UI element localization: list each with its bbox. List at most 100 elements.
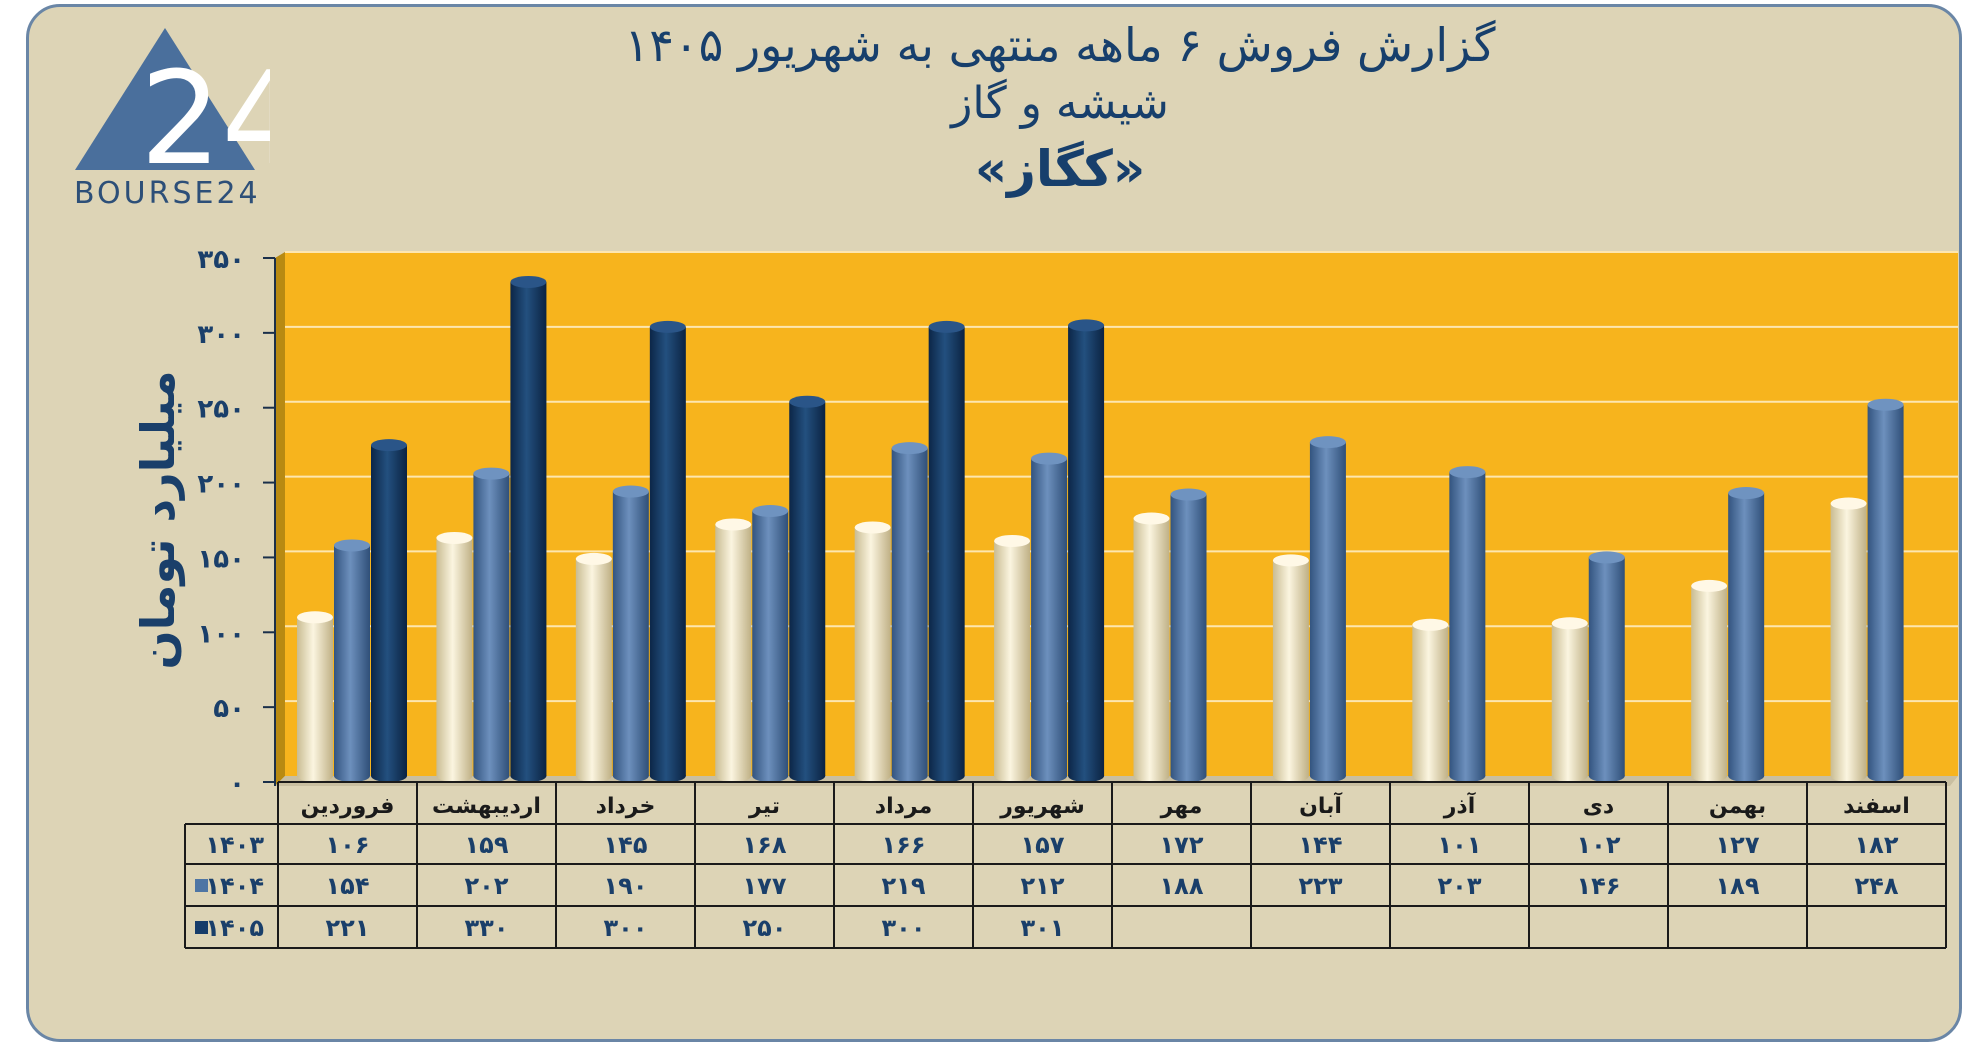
bar-cap xyxy=(1551,617,1588,630)
data-label: ۱۵۷ xyxy=(1021,831,1065,859)
bar-base xyxy=(473,770,510,782)
data-label: ۱۰۱ xyxy=(1438,831,1482,859)
bar-body xyxy=(473,473,510,776)
bar-base xyxy=(1272,770,1309,782)
bar-cap xyxy=(994,534,1031,547)
legend-swatch-۱۴۰۴ xyxy=(195,879,208,892)
bar-body xyxy=(510,281,547,776)
bar-۱۴۰۳-آذر xyxy=(1412,618,1449,782)
bar-۱۴۰۴-شهریور xyxy=(1031,452,1068,782)
bar-base xyxy=(575,770,612,782)
bar-body xyxy=(994,540,1031,776)
bar-body xyxy=(371,445,407,776)
bar-body xyxy=(789,401,826,776)
bar-body xyxy=(1691,585,1728,776)
y-tick-label: ۳۵۰ xyxy=(197,245,245,275)
bar-cap xyxy=(928,320,965,333)
bar-cap xyxy=(1449,466,1486,479)
data-label: ۲۰۳ xyxy=(1438,872,1482,900)
bar-cap xyxy=(891,442,928,455)
bar-base xyxy=(715,770,752,782)
category-label: بهمن xyxy=(1709,794,1766,819)
category-label: شهریور xyxy=(999,794,1085,819)
company-symbol: «کگاز» xyxy=(974,140,1146,198)
y-tick-label: ۰ xyxy=(229,769,245,799)
bar-cap xyxy=(1170,488,1207,501)
bar-base xyxy=(1068,770,1105,782)
bar-۱۴۰۵-شهریور xyxy=(1068,319,1105,782)
data-label: ۱۰۲ xyxy=(1577,831,1621,859)
bar-base xyxy=(297,770,333,782)
bar-body xyxy=(854,527,891,776)
bar-۱۴۰۳-شهریور xyxy=(994,534,1031,782)
data-label: ۲۴۸ xyxy=(1855,872,1899,900)
data-label: ۲۲۱ xyxy=(326,914,370,942)
bar-body xyxy=(575,558,612,776)
bar-۱۴۰۵-اردیبهشت xyxy=(510,275,547,782)
bar-۱۴۰۴-آذر xyxy=(1449,466,1486,782)
y-tick-label: ۵۰ xyxy=(213,694,245,724)
bar-cap xyxy=(612,485,649,498)
bar-body xyxy=(1449,472,1486,776)
bar-base xyxy=(510,770,547,782)
bar-body xyxy=(1133,518,1170,776)
data-label: ۱۲۷ xyxy=(1716,831,1760,859)
y-tick-label: ۳۰۰ xyxy=(197,320,245,350)
bar-۱۴۰۳-دی xyxy=(1551,617,1588,782)
y-tick-label: ۲۵۰ xyxy=(197,395,245,425)
bar-body xyxy=(612,491,649,776)
plot-background xyxy=(285,252,1958,776)
series-name: ۱۴۰۴ xyxy=(205,872,264,900)
bar-cap xyxy=(1272,554,1309,567)
bar-cap xyxy=(575,552,612,565)
bar-body xyxy=(752,511,789,776)
bar-cap xyxy=(1588,551,1625,564)
bar-۱۴۰۴-اردیبهشت xyxy=(473,467,510,782)
bar-base xyxy=(1412,770,1449,782)
bar-cap xyxy=(715,518,752,531)
bar-body xyxy=(334,545,370,776)
bar-base xyxy=(994,770,1031,782)
bar-base xyxy=(1031,770,1068,782)
series-name: ۱۴۰۳ xyxy=(205,831,264,859)
data-label: ۱۷۷ xyxy=(743,872,787,900)
bar-cap xyxy=(1068,319,1105,332)
bar-cap xyxy=(1728,487,1765,500)
bar-body xyxy=(1272,560,1309,776)
bar-base xyxy=(1449,770,1486,782)
bar-۱۴۰۴-خرداد xyxy=(612,485,649,782)
bar-body xyxy=(1728,493,1765,776)
bar-base xyxy=(1133,770,1170,782)
bar-body xyxy=(297,617,333,776)
bar-۱۴۰۴-مهر xyxy=(1170,488,1207,782)
data-label: ۱۰۶ xyxy=(326,831,370,859)
bar-cap xyxy=(1133,512,1170,525)
chart-subtitle: شیشه و گاز xyxy=(951,78,1169,129)
bar-body xyxy=(1068,325,1105,776)
bar-base xyxy=(436,770,473,782)
bar-body xyxy=(1588,557,1625,776)
data-label: ۱۶۸ xyxy=(743,831,787,859)
bar-body xyxy=(1867,404,1904,776)
bar-body xyxy=(1830,503,1867,776)
bar-cap xyxy=(752,505,789,518)
y-tick-label: ۱۵۰ xyxy=(197,544,245,574)
bar-body xyxy=(891,448,928,776)
bar-cap xyxy=(1031,452,1068,465)
category-label: آذر xyxy=(1443,791,1476,819)
bar-۱۴۰۵-خرداد xyxy=(649,320,686,782)
bourse24-logo: 24 xyxy=(75,28,270,194)
chart-title: گزارش فروش ۶ ماهه منتهی به شهریور ۱۴۰۵ xyxy=(624,18,1496,72)
data-label: ۱۴۵ xyxy=(604,831,648,859)
data-label: ۲۰۲ xyxy=(465,872,509,900)
category-label: تیر xyxy=(748,794,780,819)
bar-۱۴۰۴-فروردین xyxy=(334,539,370,782)
bar-body xyxy=(1551,623,1588,776)
bar-base xyxy=(371,770,407,782)
bar-cap xyxy=(854,521,891,534)
data-label: ۱۹۰ xyxy=(604,872,648,900)
bar-cap xyxy=(1309,436,1346,449)
bar-base xyxy=(1309,770,1346,782)
bar-cap xyxy=(1830,497,1867,510)
